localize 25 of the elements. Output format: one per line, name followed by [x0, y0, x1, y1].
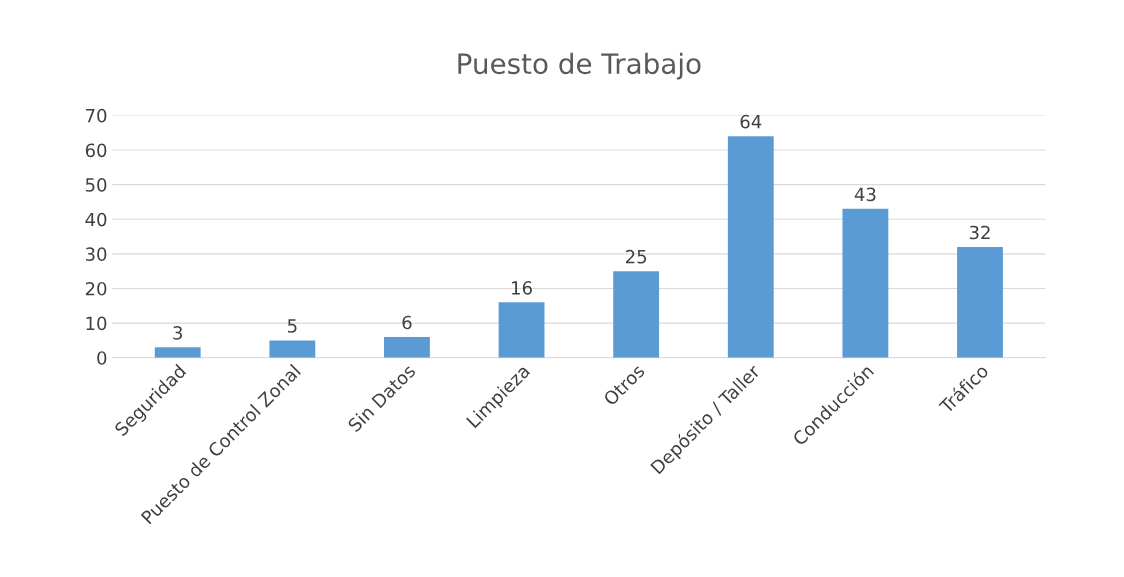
bar [384, 336, 430, 358]
bar [842, 208, 889, 358]
bar [613, 271, 660, 358]
chart-title: Puesto de Trabajo [458, 52, 701, 80]
bar [957, 246, 1003, 358]
y-tick-label: 20 [85, 281, 107, 296]
y-tick-label: 10 [86, 316, 107, 331]
y-tick-label: 50 [85, 178, 107, 192]
bar [498, 302, 545, 358]
data-label: 16 [512, 281, 532, 295]
data-label: 6 [402, 315, 412, 330]
bar [154, 347, 201, 358]
y-tick-label: 60 [85, 143, 107, 158]
data-label: 5 [287, 319, 297, 333]
data-label: 43 [854, 187, 876, 202]
y-tick-label: 30 [85, 247, 107, 261]
data-label: 64 [740, 114, 762, 129]
data-label: 32 [969, 225, 990, 240]
y-tick-label: 40 [85, 212, 107, 227]
y-tick-label: 0 [97, 351, 107, 365]
bar [269, 340, 316, 358]
data-label: 3 [173, 326, 183, 340]
y-tick-label: 70 [86, 108, 107, 123]
bar [727, 136, 774, 358]
data-label: 25 [626, 249, 647, 264]
